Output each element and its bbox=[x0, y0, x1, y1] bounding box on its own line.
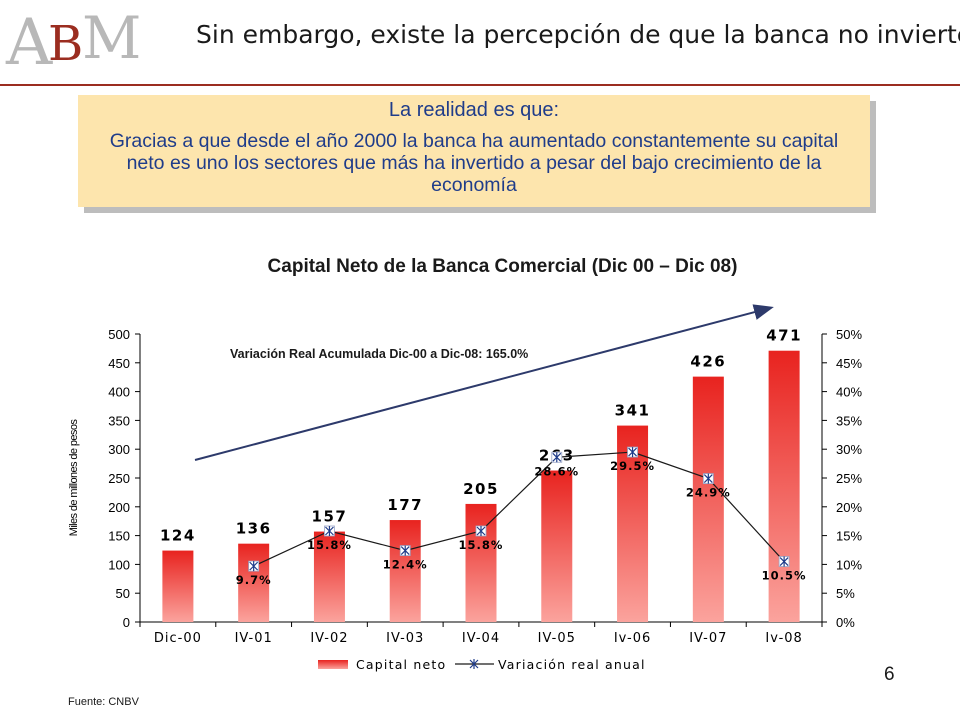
chart-annotation: Variación Real Acumulada Dic-00 a Dic-08… bbox=[230, 347, 528, 361]
x-tick-label: IV-07 bbox=[689, 631, 727, 646]
x-tick-label: Dic-00 bbox=[154, 631, 202, 646]
bar-value-label: 177 bbox=[387, 496, 423, 514]
line-marker-star bbox=[249, 561, 259, 572]
y-tick-label: 500 bbox=[108, 327, 130, 342]
y2-tick-label: 25% bbox=[836, 471, 862, 486]
line-marker-star bbox=[476, 525, 486, 536]
legend-label-line: Variación real anual bbox=[498, 657, 646, 672]
line-value-label: 15.8% bbox=[307, 538, 352, 552]
y2-tick-label: 5% bbox=[836, 586, 855, 601]
line-variacion-real bbox=[253, 451, 785, 567]
bar-capital-neto bbox=[238, 543, 270, 622]
bar-capital-neto bbox=[465, 503, 497, 622]
y-tick-label: 450 bbox=[108, 356, 130, 371]
bar-capital-neto bbox=[313, 531, 345, 622]
source-note: Fuente: CNBV bbox=[68, 696, 139, 708]
chart-plot-area: 0 50 100 150 200 250 300 350 400 450 500 0% 5% 10% 15%… bbox=[68, 304, 862, 672]
bar-value-label: 205 bbox=[463, 480, 499, 498]
bar-capital-neto bbox=[692, 376, 724, 622]
logo-letter-a: A bbox=[5, 6, 53, 80]
bar-value-label: 471 bbox=[766, 327, 802, 345]
callout-heading: La realidad es que: bbox=[388, 99, 560, 121]
y-tick-label: 150 bbox=[108, 529, 130, 544]
line-marker-star bbox=[325, 525, 334, 536]
y-tick-label: 0 bbox=[123, 615, 130, 630]
x-tick-label: IV-05 bbox=[538, 631, 576, 646]
x-tick-label: IV-04 bbox=[462, 631, 500, 646]
y-tick-label: 250 bbox=[108, 471, 130, 486]
x-tick-label: IV-01 bbox=[235, 631, 273, 646]
line-value-label: 9.7% bbox=[236, 573, 272, 587]
y-tick-label: 350 bbox=[108, 413, 130, 428]
legend-swatch-marker bbox=[469, 659, 479, 669]
page-number: 6 bbox=[884, 664, 895, 685]
y-tick-label: 200 bbox=[108, 500, 130, 515]
bar-value-label: 136 bbox=[236, 520, 272, 538]
bar-value-label: 426 bbox=[690, 353, 726, 371]
x-tick-label: IV-03 bbox=[386, 631, 424, 646]
y2-tick-label: 15% bbox=[836, 529, 862, 544]
trend-arrow bbox=[194, 304, 774, 461]
line-marker-star bbox=[779, 556, 789, 567]
line-value-label: 10.5% bbox=[762, 569, 807, 583]
header-divider bbox=[0, 84, 960, 86]
y2-tick-label: 45% bbox=[836, 356, 862, 371]
y-tick-label: 100 bbox=[108, 557, 130, 572]
logo-letter-m: M bbox=[82, 4, 141, 72]
y2-tick-label: 35% bbox=[836, 413, 862, 428]
y-tick-label: 400 bbox=[108, 385, 130, 400]
line-value-label: 29.5% bbox=[610, 459, 655, 473]
capital-neto-chart: 0 50 100 150 200 250 300 350 400 450 500 0% 5% 10% 15%… bbox=[68, 304, 862, 672]
x-tick-label: Iv-06 bbox=[614, 631, 651, 646]
line-value-label: 15.8% bbox=[459, 538, 504, 552]
y2-tick-label: 30% bbox=[836, 442, 862, 457]
line-marker-star bbox=[400, 545, 410, 556]
line-value-label: 12.4% bbox=[383, 558, 428, 572]
y2-tick-label: 50% bbox=[836, 327, 862, 342]
line-marker-star bbox=[703, 473, 713, 484]
y2-tick-label: 0% bbox=[836, 615, 855, 630]
bar-capital-neto bbox=[768, 350, 800, 622]
y2-tick-label: 20% bbox=[836, 500, 862, 515]
y-axis-label: Miles de millones de pesos bbox=[68, 419, 80, 537]
x-tick-label: Iv-08 bbox=[765, 631, 802, 646]
abm-logo: A B M bbox=[5, 4, 141, 80]
chart-title: Capital Neto de la Banca Comercial (Dic … bbox=[267, 256, 738, 277]
bar-capital-neto bbox=[162, 550, 194, 622]
y-tick-label: 300 bbox=[108, 442, 130, 457]
bar-capital-neto bbox=[541, 470, 573, 622]
slide-title: Sin embargo, existe la percepción de que… bbox=[196, 20, 960, 49]
callout-body: Gracias a que desde el año 2000 la banca… bbox=[109, 130, 839, 196]
line-marker-star bbox=[552, 452, 562, 463]
bar-value-label: 124 bbox=[160, 527, 196, 545]
bar-capital-neto bbox=[617, 425, 649, 622]
logo-letter-b: B bbox=[48, 16, 83, 72]
legend-label-bar: Capital neto bbox=[356, 657, 446, 672]
line-value-label: 28.6% bbox=[534, 464, 579, 478]
legend-swatch-bar bbox=[318, 660, 348, 669]
y2-tick-label: 10% bbox=[836, 557, 862, 572]
x-tick-label: IV-02 bbox=[310, 631, 348, 646]
line-value-label: 24.9% bbox=[686, 486, 731, 500]
bar-value-label: 157 bbox=[312, 508, 348, 526]
callout-box: La realidad es que: Gracias a que desde … bbox=[78, 95, 870, 207]
y2-tick-label: 40% bbox=[836, 385, 862, 400]
bar-value-label: 341 bbox=[615, 402, 651, 420]
y-tick-label: 50 bbox=[116, 586, 130, 601]
bar-capital-neto bbox=[389, 520, 421, 622]
line-marker-star bbox=[628, 447, 637, 458]
